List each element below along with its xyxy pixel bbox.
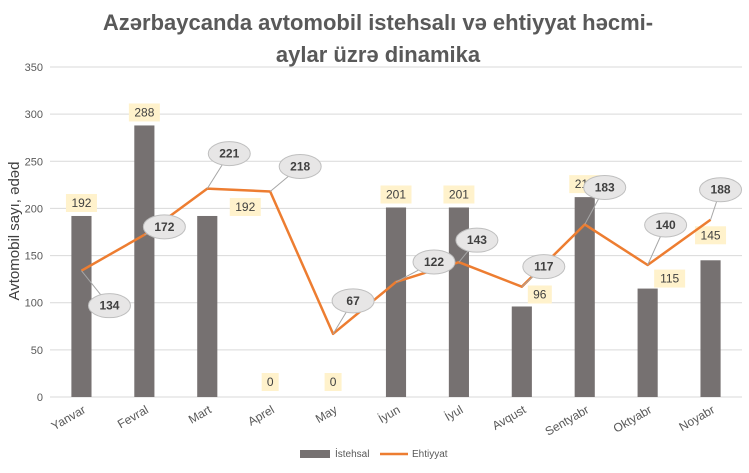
chart-title-line-1: Azərbaycanda avtomobil istehsalı və ehti… — [103, 10, 653, 35]
line-data-label: 143 — [467, 233, 487, 247]
x-axis-categories: Yanvar Fevral Mart Aprel May İyun İyul Avqust Se… — [49, 402, 717, 438]
bar-data-label: 115 — [660, 272, 679, 286]
bar — [134, 125, 155, 397]
bar-data-label-bg — [527, 285, 552, 304]
bar-data-label-bg — [380, 185, 412, 204]
x-tick-label: İyun — [376, 402, 403, 425]
line-data-label: 188 — [711, 183, 731, 197]
bar-data-label-bg — [443, 185, 475, 204]
line-data-label-bg — [142, 214, 186, 240]
line-data-label-bg — [87, 293, 131, 319]
legend-label-ehtiyyat: Ehtiyyat — [412, 449, 448, 460]
y-tick-label: 250 — [25, 156, 43, 168]
x-tick-label: Oktyabr — [611, 402, 654, 435]
legend-label-istehsal: İstehsal — [335, 447, 369, 460]
bar — [197, 215, 218, 397]
line-data-label: 221 — [219, 147, 239, 161]
line-data-label: 140 — [656, 218, 676, 232]
bar-data-label-bg — [261, 373, 279, 391]
bar-data-label-bg — [128, 103, 160, 122]
y-tick-label: 350 — [25, 62, 43, 74]
line-data-label: 218 — [290, 159, 310, 173]
x-tick-label: Yanvar — [49, 402, 88, 433]
bar-data-label: 201 — [449, 187, 469, 201]
line-data-label-bg — [455, 227, 499, 253]
y-tick-label: 100 — [25, 298, 43, 310]
bar — [448, 207, 469, 397]
y-tick-label: 200 — [25, 203, 43, 215]
bar — [385, 207, 407, 397]
bar — [71, 215, 92, 397]
bar-data-label: 0 — [267, 375, 274, 389]
line-data-label-bg — [207, 141, 251, 167]
line-data-label: 122 — [424, 255, 444, 269]
y-axis-label: Avtomobil sayı, ədəd — [6, 162, 23, 301]
bar-data-label: 96 — [533, 287, 547, 301]
legend: İstehsal Ehtiyyat — [300, 447, 448, 460]
line-data-label-bg — [412, 249, 456, 275]
bar-data-label-bg — [229, 197, 261, 216]
line-data-label-bg — [278, 153, 322, 179]
legend-swatch-istehsal — [300, 450, 330, 458]
x-tick-label: May — [313, 402, 340, 425]
line-data-label: 117 — [534, 260, 554, 274]
line-data-label-bg — [644, 212, 688, 238]
line-data-label-bg — [331, 288, 375, 314]
x-tick-label: Avqust — [490, 402, 529, 433]
x-tick-label: Fevral — [115, 402, 151, 431]
bar-data-label-bg — [695, 226, 727, 245]
x-tick-label: Sentyabr — [543, 402, 592, 438]
bar-data-label: 192 — [71, 196, 91, 210]
line-data-label: 183 — [595, 180, 615, 194]
line-data-label: 67 — [346, 294, 360, 308]
line-data-label: 134 — [99, 299, 119, 313]
x-tick-label: Aprel — [245, 402, 276, 428]
y-tick-label: 50 — [31, 345, 43, 357]
line-data-label-bg — [699, 177, 743, 203]
bar — [637, 288, 658, 397]
bar-data-label-bg — [324, 373, 342, 391]
y-tick-label: 0 — [37, 392, 43, 404]
y-tick-label: 300 — [25, 109, 43, 121]
bar-data-label-bg — [654, 269, 686, 288]
line-data-label-bg — [583, 174, 627, 200]
bar — [574, 197, 595, 397]
x-tick-label: İyul — [442, 402, 465, 423]
bar-data-label: 192 — [235, 200, 255, 214]
y-axis-ticks: 0 50 100 150 200 250 300 350 — [25, 62, 43, 404]
bar — [700, 260, 721, 397]
x-tick-label: Mart — [186, 402, 214, 426]
bar-data-label: 201 — [386, 187, 406, 201]
line-data-label-bg — [522, 254, 566, 280]
bar-data-label: 145 — [701, 228, 721, 242]
bar-data-label: 0 — [330, 375, 337, 389]
bar-data-label: 288 — [134, 105, 154, 119]
line-series: 134 172 221 218 67 122 143 117 183 140 188 — [80, 141, 743, 336]
bar — [511, 306, 532, 397]
line-data-label: 172 — [154, 220, 174, 234]
x-tick-label: Noyabr — [677, 402, 718, 433]
chart-title-line-2: aylar üzrə dinamika — [276, 42, 481, 67]
y-tick-label: 150 — [25, 251, 43, 263]
bar-series: 1922881920020120196212115145 — [65, 103, 727, 397]
bar-data-label-bg — [65, 193, 97, 212]
